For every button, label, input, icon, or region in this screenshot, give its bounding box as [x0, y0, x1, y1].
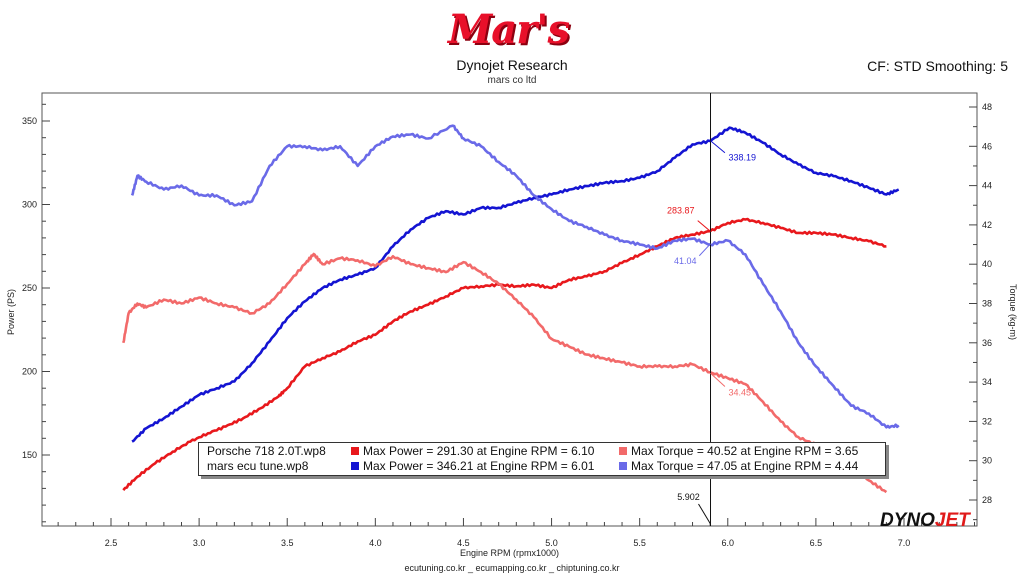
- torque-tuned-line: [130, 124, 900, 429]
- legend-file-stock: Porsche 718 2.0T.wp8: [207, 444, 326, 458]
- legend-power-tuned-text: Max Power = 346.21 at Engine RPM = 6.01: [363, 459, 595, 473]
- y-tick-label: 150: [22, 450, 37, 460]
- correction-factor-label: CF: STD Smoothing: 5: [867, 58, 1008, 74]
- legend-torque-stock: Max Torque = 40.52 at Engine RPM = 3.65: [619, 444, 858, 458]
- y-tick-label: 350: [22, 116, 37, 126]
- y2-tick-label: 30: [982, 456, 992, 466]
- brand-part-b: JET: [934, 510, 970, 531]
- x-tick-label: 5.0: [545, 538, 558, 548]
- legend-torque-tuned-text: Max Torque = 47.05 at Engine RPM = 4.44: [631, 459, 859, 473]
- x-tick-label: 7.0: [898, 538, 911, 548]
- legend-power-stock-text: Max Power = 291.30 at Engine RPM = 6.10: [363, 444, 595, 458]
- annotation-label: 41.04: [674, 256, 697, 266]
- legend-row-stock: Porsche 718 2.0T.wp8 Max Power = 291.30 …: [199, 443, 885, 459]
- footer-links: ecutuning.co.kr _ ecumapping.co.kr _ chi…: [404, 563, 620, 573]
- y2-tick-label: 38: [982, 299, 992, 309]
- legend-swatch-torque-tuned: [619, 462, 627, 470]
- mars-logo: Mar's: [448, 6, 570, 53]
- legend-torque-stock-text: Max Torque = 40.52 at Engine RPM = 3.65: [631, 444, 859, 458]
- annotation-pointer: [697, 220, 711, 232]
- power-tuned-line: [131, 126, 900, 443]
- x-tick-label: 4.0: [369, 538, 382, 548]
- legend-row-tuned: mars ecu tune.wp8 Max Power = 346.21 at …: [199, 458, 885, 474]
- x-tick-label: 2.5: [105, 538, 118, 548]
- legend-swatch-torque-stock: [619, 447, 627, 455]
- annotation-label: 34.45: [729, 387, 752, 397]
- x-tick-label: 3.5: [281, 538, 294, 548]
- y2-tick-label: 32: [982, 416, 992, 426]
- y2-tick-label: 28: [982, 495, 992, 505]
- y2-axis-label: Torque (kg-m): [1008, 284, 1018, 340]
- y-axis-label: Power (PS): [6, 289, 16, 335]
- x-tick-label: 4.5: [457, 538, 470, 548]
- x-axis-label: Engine RPM (rpmx1000): [460, 548, 559, 558]
- y-tick-label: 300: [22, 200, 37, 210]
- x-tick-label: 6.5: [810, 538, 823, 548]
- y2-tick-label: 34: [982, 377, 992, 387]
- y2-tick-label: 44: [982, 181, 992, 191]
- annotation-label: 283.87: [667, 205, 695, 215]
- legend-power-stock: Max Power = 291.30 at Engine RPM = 6.10: [351, 444, 594, 458]
- dynojet-logo: DYNOJET: [880, 510, 970, 532]
- y-tick-label: 200: [22, 367, 37, 377]
- x-tick-label: 6.0: [722, 538, 735, 548]
- y2-tick-label: 46: [982, 141, 992, 151]
- torque-stock-line: [122, 252, 888, 494]
- brand-part-a: DYNO: [880, 510, 935, 531]
- rpm-cursor-label: 5.902: [677, 492, 700, 502]
- x-tick-label: 5.5: [633, 538, 646, 548]
- legend-swatch-power-tuned: [351, 462, 359, 470]
- legend-file-tuned: mars ecu tune.wp8: [207, 459, 309, 473]
- y2-tick-label: 40: [982, 259, 992, 269]
- legend-torque-tuned: Max Torque = 47.05 at Engine RPM = 4.44: [619, 459, 858, 473]
- y2-tick-label: 42: [982, 220, 992, 230]
- annotation-pointer: [710, 372, 726, 387]
- annotation-label: 338.19: [729, 153, 757, 163]
- rpm-cursor-pointer: [698, 503, 711, 525]
- legend-swatch-power-stock: [351, 447, 359, 455]
- chart-title: Dynojet Research: [456, 57, 568, 73]
- legend-box: Porsche 718 2.0T.wp8 Max Power = 291.30 …: [198, 442, 886, 476]
- chart-subtitle: mars co ltd: [487, 75, 537, 86]
- y2-tick-label: 36: [982, 338, 992, 348]
- y-tick-label: 250: [22, 283, 37, 293]
- legend-power-tuned: Max Power = 346.21 at Engine RPM = 6.01: [351, 459, 594, 473]
- annotation-pointer: [698, 243, 711, 257]
- y2-tick-label: 48: [982, 102, 992, 112]
- x-tick-label: 3.0: [193, 538, 206, 548]
- annotation-pointer: [710, 140, 726, 154]
